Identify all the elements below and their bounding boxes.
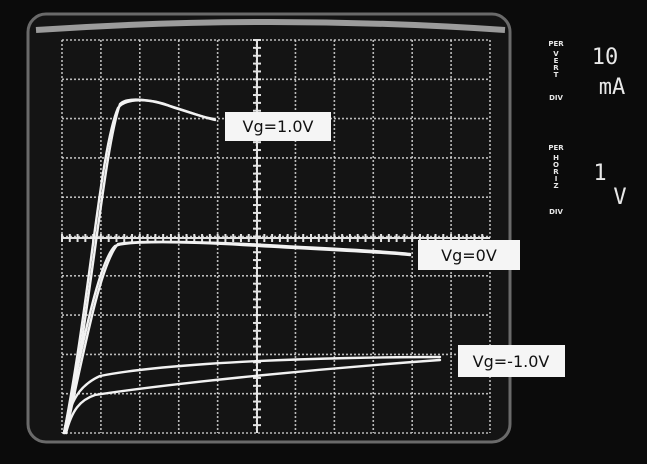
curve-label: Vg=-1.0V — [473, 352, 550, 371]
oscilloscope-photo: Vg=1.0V Vg=0V Vg=-1.0V PER VERT DIV 10 m… — [0, 0, 647, 464]
scale-axis: HORIZ — [552, 154, 560, 189]
scale-value: 10 — [592, 45, 619, 70]
scale-axis: VERT — [552, 50, 560, 78]
scale-unit: mA — [599, 75, 626, 100]
scale-unit: V — [613, 185, 626, 210]
scale-value: 1 — [593, 161, 606, 186]
scale-per: PER — [548, 144, 564, 152]
curve-label: Vg=1.0V — [243, 117, 314, 136]
curve-label: Vg=0V — [441, 246, 497, 265]
scale-div: DIV — [549, 208, 563, 216]
scale-per: PER — [548, 40, 564, 48]
scale-div: DIV — [549, 94, 563, 102]
